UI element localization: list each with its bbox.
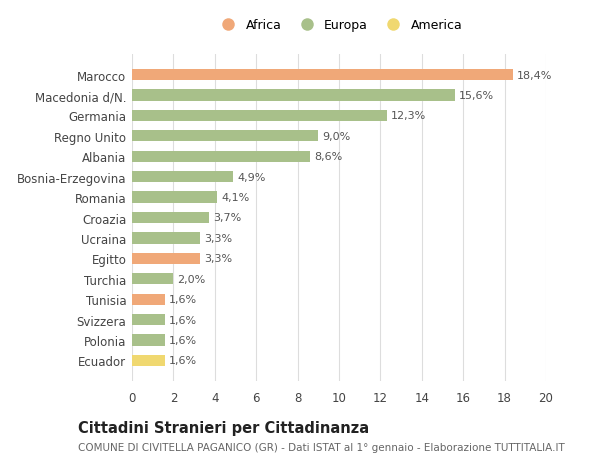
- Text: 1,6%: 1,6%: [169, 335, 197, 345]
- Bar: [132, 111, 386, 122]
- Text: 1,6%: 1,6%: [169, 315, 197, 325]
- Text: 18,4%: 18,4%: [517, 71, 553, 80]
- Text: 1,6%: 1,6%: [169, 295, 197, 304]
- Bar: [132, 294, 165, 305]
- Bar: [132, 213, 209, 224]
- Text: COMUNE DI CIVITELLA PAGANICO (GR) - Dati ISTAT al 1° gennaio - Elaborazione TUTT: COMUNE DI CIVITELLA PAGANICO (GR) - Dati…: [78, 442, 565, 452]
- Bar: [132, 90, 455, 101]
- Bar: [132, 355, 165, 366]
- Text: 3,3%: 3,3%: [205, 233, 233, 243]
- Bar: [132, 151, 310, 162]
- Bar: [132, 70, 513, 81]
- Legend: Africa, Europa, America: Africa, Europa, America: [216, 19, 462, 32]
- Text: 4,1%: 4,1%: [221, 193, 249, 203]
- Text: 9,0%: 9,0%: [322, 132, 350, 141]
- Bar: [132, 335, 165, 346]
- Text: 4,9%: 4,9%: [238, 172, 266, 182]
- Text: 8,6%: 8,6%: [314, 152, 343, 162]
- Text: 3,7%: 3,7%: [213, 213, 241, 223]
- Bar: [132, 274, 173, 285]
- Bar: [132, 131, 319, 142]
- Text: 15,6%: 15,6%: [459, 91, 494, 101]
- Bar: [132, 253, 200, 264]
- Text: Cittadini Stranieri per Cittadinanza: Cittadini Stranieri per Cittadinanza: [78, 420, 369, 435]
- Bar: [132, 314, 165, 325]
- Text: 1,6%: 1,6%: [169, 356, 197, 365]
- Text: 12,3%: 12,3%: [391, 111, 426, 121]
- Text: 2,0%: 2,0%: [178, 274, 206, 284]
- Bar: [132, 172, 233, 183]
- Bar: [132, 233, 200, 244]
- Text: 3,3%: 3,3%: [205, 254, 233, 264]
- Bar: [132, 192, 217, 203]
